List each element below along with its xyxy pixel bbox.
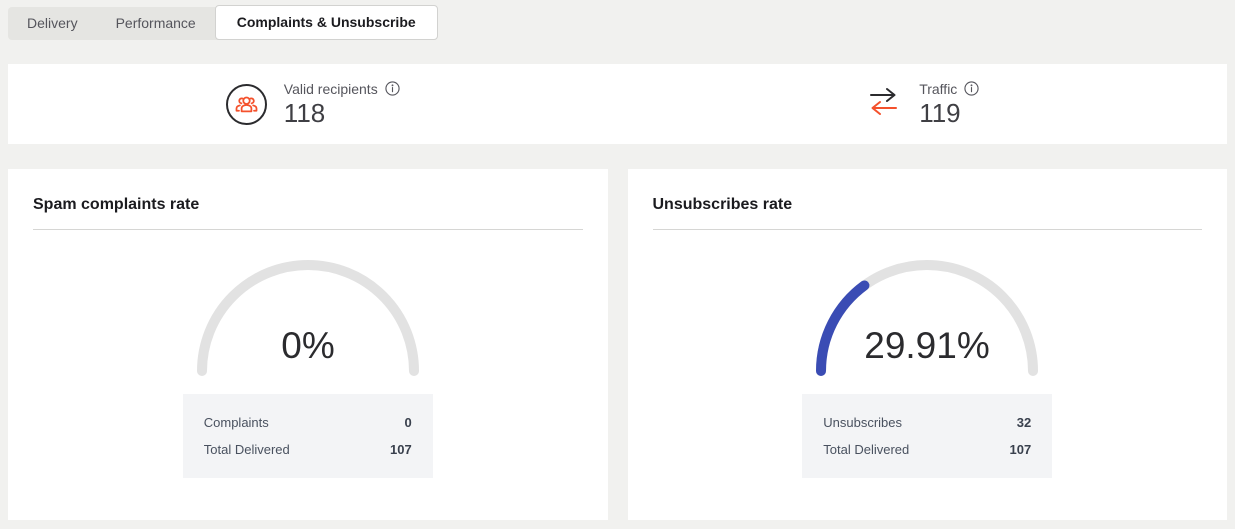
row-label: Complaints — [203, 415, 269, 430]
info-icon[interactable] — [964, 81, 979, 96]
group-icon — [225, 83, 267, 125]
divider — [652, 229, 1202, 230]
tab-delivery[interactable]: Delivery — [27, 15, 78, 31]
row-value: 32 — [1016, 415, 1032, 430]
table-row: Total Delivered 107 — [823, 436, 1031, 463]
traffic-value: 119 — [919, 97, 961, 128]
row-label: Total Delivered — [823, 442, 910, 457]
info-icon[interactable] — [385, 81, 400, 96]
unsubscribes-table: Unsubscribes 32 Total Delivered 107 — [802, 394, 1053, 478]
stat-valid-recipients: Valid recipients 118 — [8, 81, 618, 128]
traffic-label: Traffic — [919, 80, 958, 97]
stat-traffic: Traffic 119 — [618, 81, 1228, 128]
spam-complaints-card: Spam complaints rate 0% Complaints 0 Tot… — [8, 169, 608, 520]
gauge-value: 0% — [281, 325, 334, 366]
row-label: Unsubscribes — [823, 415, 903, 430]
card-title: Unsubscribes rate — [652, 196, 793, 213]
report-tabs: Delivery Performance Complaints & Unsubs… — [8, 5, 438, 40]
spam-complaints-table: Complaints 0 Total Delivered 107 — [182, 394, 433, 478]
gauge-value: 29.91% — [865, 325, 991, 366]
unsubscribes-gauge: 29.91% — [816, 260, 1039, 376]
row-value: 107 — [1009, 442, 1032, 457]
table-row: Complaints 0 — [204, 409, 412, 436]
spam-complaints-gauge: 0% — [196, 260, 419, 376]
row-value: 0 — [404, 415, 412, 430]
rate-cards: Spam complaints rate 0% Complaints 0 Tot… — [8, 169, 1227, 520]
divider — [33, 229, 583, 230]
table-row: Unsubscribes 32 — [823, 409, 1031, 436]
tab-complaints-unsubscribe[interactable]: Complaints & Unsubscribe — [214, 5, 438, 40]
valid-recipients-label: Valid recipients — [283, 80, 378, 97]
table-row: Total Delivered 107 — [204, 436, 412, 463]
row-value: 107 — [390, 442, 412, 457]
valid-recipients-value: 118 — [283, 97, 326, 128]
tab-performance[interactable]: Performance — [115, 15, 196, 31]
summary-stats-bar: Valid recipients 118 — [8, 64, 1227, 144]
unsubscribes-card: Unsubscribes rate 29.91% Unsubscribes 32… — [627, 169, 1227, 520]
row-label: Total Delivered — [203, 442, 290, 457]
card-title: Spam complaints rate — [33, 196, 200, 213]
traffic-arrows-icon — [865, 86, 902, 122]
